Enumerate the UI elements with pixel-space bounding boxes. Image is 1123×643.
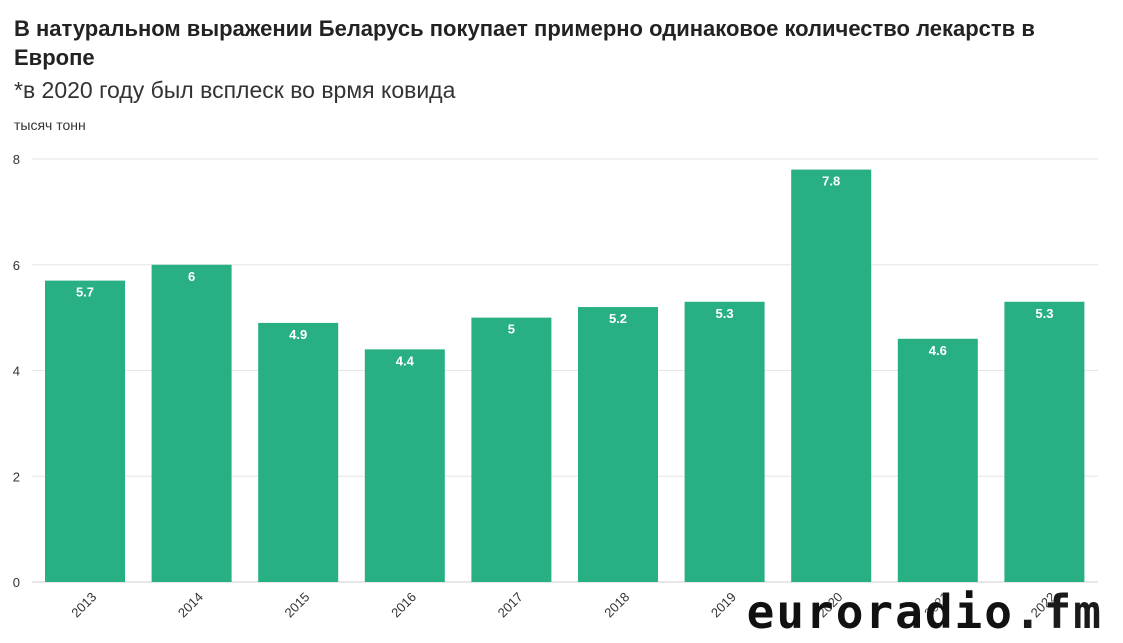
- data-label-2015: 4.9: [289, 327, 307, 342]
- y-axis-ticks: 0 2 4 6 8: [13, 152, 20, 590]
- y-axis-unit-label: тысяч тонн: [14, 117, 86, 133]
- data-label-2019: 5.3: [716, 306, 734, 321]
- data-label-2021: 4.6: [929, 343, 947, 358]
- chart-subtitle: *в 2020 году был всплеск во врмя ковида: [14, 77, 456, 103]
- x-tick-label-2015: 2015: [281, 589, 312, 620]
- bar-2022: [1004, 301, 1085, 582]
- bar-2016: [364, 349, 445, 582]
- bar-2020: [791, 169, 872, 582]
- x-tick-label-2013: 2013: [68, 589, 99, 620]
- chart-title: В натуральном выражении Беларусь покупае…: [14, 16, 1035, 70]
- logo-text: euroradio: [746, 585, 1014, 639]
- data-label-2018: 5.2: [609, 311, 627, 326]
- x-tick-label-2017: 2017: [495, 589, 526, 620]
- logo-suffix: .fm: [1013, 585, 1103, 639]
- bar-2018: [578, 307, 658, 582]
- data-label-2016: 4.4: [396, 353, 415, 368]
- bar-2013: [45, 280, 125, 582]
- y-tick-label: 6: [13, 258, 20, 273]
- data-label-2020: 7.8: [822, 174, 840, 189]
- bar-2019: [684, 301, 765, 582]
- y-tick-label: 0: [13, 575, 20, 590]
- y-tick-label: 8: [13, 152, 20, 167]
- bar-2017: [471, 317, 552, 582]
- bar-2015: [258, 322, 339, 582]
- x-tick-label-2014: 2014: [175, 589, 206, 620]
- data-label-2014: 6: [188, 269, 195, 284]
- y-tick-label: 2: [13, 469, 20, 484]
- data-label-2022: 5.3: [1035, 306, 1053, 321]
- euroradio-logo: euroradio.fm: [747, 589, 1103, 635]
- y-tick-label: 4: [13, 364, 20, 379]
- data-labels: 5.7 6 4.9 4.4 5 5.2 5.3 7.8 4.6 5.3: [76, 174, 1053, 369]
- x-tick-label-2018: 2018: [601, 589, 632, 620]
- data-label-2013: 5.7: [76, 285, 94, 300]
- x-tick-label-2019: 2019: [708, 589, 739, 620]
- bar-2014: [151, 264, 232, 582]
- data-label-2017: 5: [508, 322, 515, 337]
- bar-2021: [897, 338, 978, 582]
- bars: [45, 169, 1085, 582]
- x-tick-label-2016: 2016: [388, 589, 419, 620]
